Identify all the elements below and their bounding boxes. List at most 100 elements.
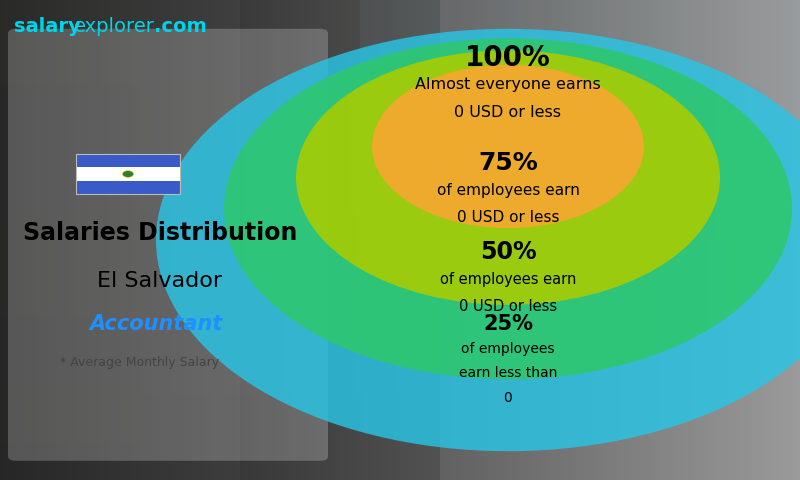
Bar [56,0,60,480]
Bar [0,374,800,384]
Bar [0,221,800,230]
Bar [0,38,800,48]
Bar [500,0,504,480]
Bar [0,422,800,432]
Bar [224,0,228,480]
Bar [372,0,376,480]
Bar [0,451,800,461]
Bar [20,0,24,480]
Bar [0,163,800,173]
Bar [408,0,412,480]
Bar [320,0,324,480]
Bar [0,298,800,307]
Bar [572,0,576,480]
Bar [0,250,800,259]
Bar [660,0,664,480]
Bar [684,0,688,480]
Bar [0,125,800,134]
Bar [424,0,428,480]
Text: of employees: of employees [462,342,554,356]
Bar [784,0,788,480]
Bar [76,154,180,167]
Bar [464,0,468,480]
Bar [396,0,400,480]
Bar [620,0,624,480]
Bar [636,0,640,480]
Bar [380,0,384,480]
Bar [0,96,800,106]
Bar [332,0,336,480]
Bar [0,336,800,346]
Bar [292,0,296,480]
Bar [348,0,352,480]
Bar [0,58,800,67]
Bar [312,0,316,480]
Bar [200,0,204,480]
Bar [28,0,32,480]
Bar [44,0,48,480]
Bar [160,0,164,480]
Bar [40,0,44,480]
Text: 0: 0 [504,391,512,405]
Bar [0,307,800,317]
Bar [188,0,192,480]
Bar [752,0,756,480]
Bar [72,0,76,480]
Bar [284,0,288,480]
Bar [388,0,392,480]
Bar [736,0,740,480]
Bar [376,0,380,480]
Bar [0,48,800,58]
Bar [600,0,604,480]
Bar [580,0,584,480]
Bar [176,0,180,480]
Bar [440,0,444,480]
Bar [120,0,124,480]
Bar [604,0,608,480]
Bar [460,0,464,480]
Bar [760,0,764,480]
Bar [764,0,768,480]
Bar [540,0,544,480]
Bar [416,0,420,480]
Bar [0,278,800,288]
Circle shape [296,50,720,305]
Bar [268,0,272,480]
Bar [300,0,304,480]
Bar [756,0,760,480]
Bar [708,0,712,480]
Bar [148,0,152,480]
Bar [0,202,800,211]
Bar [564,0,568,480]
Bar [88,0,92,480]
Bar [432,0,436,480]
Bar [324,0,328,480]
Bar [232,0,236,480]
Bar [0,346,800,355]
Bar [8,0,12,480]
Bar [336,0,340,480]
Text: 0 USD or less: 0 USD or less [457,210,559,226]
Bar [476,0,480,480]
Circle shape [372,65,644,228]
Text: earn less than: earn less than [459,366,557,380]
Bar [0,365,800,374]
Bar [0,384,800,394]
Bar [0,192,800,202]
Bar [316,0,320,480]
Bar [220,0,224,480]
Bar [36,0,40,480]
Bar [384,0,388,480]
Bar [144,0,148,480]
Text: 25%: 25% [483,314,533,334]
Bar [152,0,156,480]
Circle shape [156,29,800,451]
Bar [0,106,800,115]
Bar [296,0,300,480]
Bar [624,0,628,480]
Bar [524,0,528,480]
Bar [280,0,284,480]
Bar [328,0,332,480]
Bar [508,0,512,480]
Bar [0,0,800,10]
